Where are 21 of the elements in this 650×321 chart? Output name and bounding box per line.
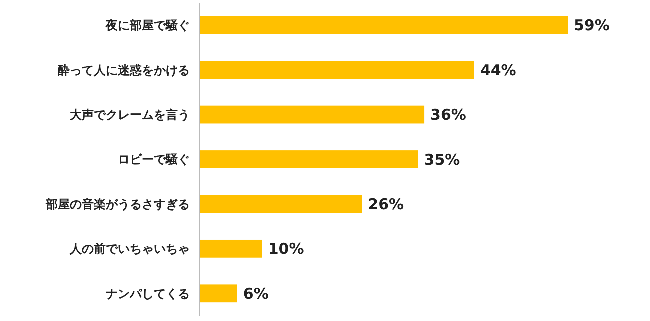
data-label: 10%	[268, 240, 304, 258]
y-tick-label: 酔って人に迷惑をかける	[58, 63, 190, 78]
data-label: 44%	[480, 61, 516, 80]
y-tick-label: 大声でクレームを言う	[70, 108, 190, 122]
bar	[200, 195, 362, 214]
data-label: 6%	[243, 284, 269, 303]
y-tick-label: ナンパしてくる	[106, 286, 190, 301]
bar	[200, 150, 418, 168]
bar	[200, 106, 425, 124]
bar	[200, 240, 262, 258]
bar	[200, 284, 238, 303]
data-label: 35%	[424, 150, 460, 169]
data-label: 36%	[430, 106, 466, 124]
y-tick-label: 部屋の音楽がうるさすぎる	[45, 197, 190, 212]
y-tick-label: 夜に部屋で騒ぐ	[105, 18, 190, 33]
data-label: 59%	[574, 16, 610, 35]
bar	[200, 61, 474, 80]
bar	[200, 16, 568, 34]
y-tick-label: 人の前でいちゃいちゃ	[69, 242, 190, 256]
y-tick-label: ロビーで騒ぐ	[118, 152, 190, 167]
data-label: 26%	[368, 195, 404, 214]
